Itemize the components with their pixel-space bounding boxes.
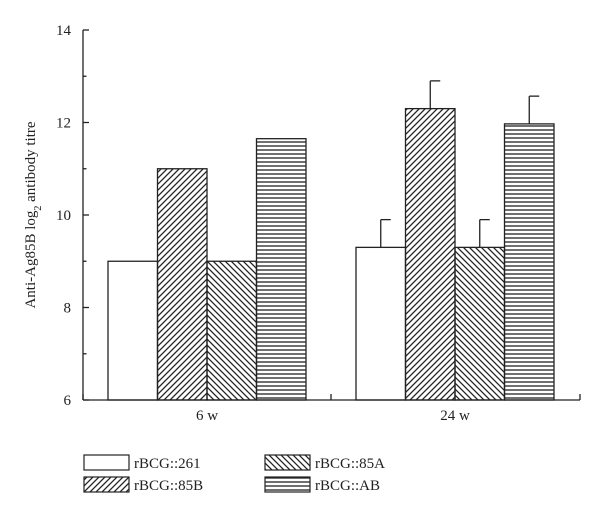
legend-swatch-1 — [83, 476, 130, 493]
bar-6w-1 — [156, 168, 208, 401]
y-axis-title: Anti-Ag85B log2 antibody titre — [23, 121, 44, 308]
bar-24w-2 — [454, 246, 506, 401]
bar-6w-2 — [206, 260, 258, 401]
plot-area — [107, 107, 555, 401]
bar-24w-0 — [355, 246, 407, 401]
error-bars — [380, 80, 540, 248]
legend-label-1: rBCG::85B — [134, 478, 203, 494]
y-tick-label: 6 — [64, 393, 72, 409]
x-tick-label: 24 w — [440, 408, 470, 424]
y-tick-label: 14 — [56, 23, 72, 39]
legend-label-0: rBCG::261 — [134, 456, 201, 472]
y-tick-label: 12 — [56, 116, 71, 132]
legend-swatch-2 — [264, 454, 311, 471]
legend-swatch-0 — [83, 454, 130, 471]
y-axis-title-subscript: 2 — [33, 206, 44, 211]
y-tick-label: 8 — [64, 301, 72, 317]
bar-24w-1 — [404, 107, 456, 401]
axes: 6 8 10 12 14 6 w 24 w — [56, 23, 581, 424]
x-tick-label: 6 w — [196, 408, 218, 424]
legend-label-3: rBCG::AB — [315, 478, 380, 494]
bar-6w-0 — [107, 260, 159, 401]
y-tick-label: 10 — [56, 208, 71, 224]
y-axis-title-rest: antibody titre — [23, 121, 39, 205]
bar-24w-3 — [503, 123, 555, 401]
legend-label-2: rBCG::85A — [315, 456, 385, 472]
legend-swatch-3 — [264, 476, 311, 493]
bar-6w-3 — [255, 138, 307, 401]
y-axis-title-main: Anti-Ag85B log — [23, 210, 39, 308]
